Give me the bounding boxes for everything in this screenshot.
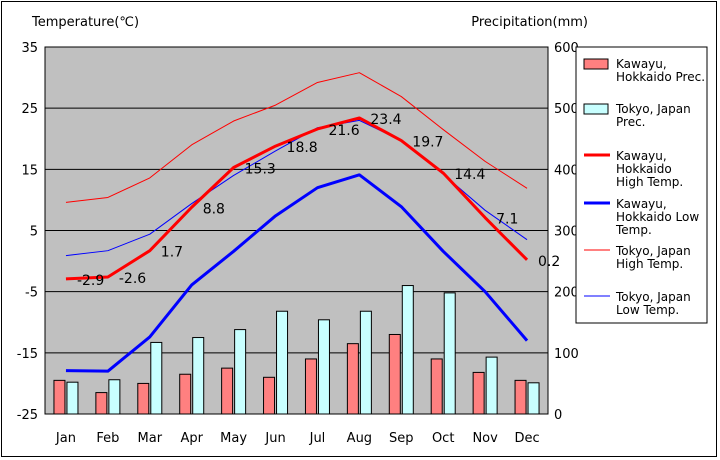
legend-label: Tokyo, Japan — [615, 290, 691, 304]
precip-bar — [527, 382, 540, 415]
x-tick-label: Jun — [264, 431, 285, 446]
legend-label: Hokkaido — [616, 162, 672, 176]
legend-label: Tokyo, Japan — [615, 244, 691, 258]
left-tick-label: 5 — [30, 225, 38, 240]
x-tick-label: Nov — [472, 431, 498, 446]
precip-bar — [485, 356, 498, 415]
legend-label: High Temp. — [616, 175, 683, 189]
legend-label: Hokkaido Low — [616, 210, 699, 224]
legend-swatch — [583, 58, 609, 70]
x-tick-label: Dec — [514, 431, 539, 446]
x-tick-label: Feb — [96, 431, 119, 446]
precip-bar — [66, 381, 79, 415]
legend-label: Prec. — [616, 115, 646, 129]
data-label: 18.8 — [287, 140, 318, 156]
right-tick-label: 0 — [554, 408, 562, 423]
precip-bar — [137, 382, 150, 415]
precip-bar — [514, 379, 527, 415]
precip-bar — [95, 392, 108, 415]
precip-bar — [443, 292, 456, 415]
data-label: -2.9 — [77, 273, 104, 289]
precip-bar — [221, 367, 234, 415]
legend-label: Temp. — [615, 223, 652, 237]
data-label: 8.8 — [203, 201, 225, 217]
precip-bar — [53, 379, 66, 415]
left-tick-label: -15 — [17, 347, 38, 362]
x-tick-label: Jul — [309, 431, 326, 446]
x-tick-label: Aug — [347, 431, 372, 446]
left-tick-label: 25 — [21, 102, 38, 117]
right-tick-label: 400 — [554, 163, 579, 178]
precip-bar — [401, 285, 414, 415]
precip-bar — [263, 376, 276, 415]
left-tick-label: 15 — [21, 163, 38, 178]
x-tick-label: Oct — [432, 431, 454, 446]
left-axis-title: Temperature(℃) — [31, 15, 139, 30]
x-tick-label: May — [220, 431, 247, 446]
temp-line — [65, 116, 529, 281]
left-tick-label: 35 — [21, 41, 38, 56]
right-tick-label: 300 — [554, 225, 579, 240]
legend-box — [575, 46, 708, 324]
data-label: 14.4 — [454, 167, 485, 183]
precip-bar — [150, 341, 163, 415]
precip-bar — [234, 329, 247, 415]
x-tick-label: Apr — [180, 431, 203, 446]
data-label: 21.6 — [328, 123, 359, 139]
legend-label: Hokkaido Prec. — [616, 70, 705, 84]
data-label: 15.3 — [245, 161, 276, 177]
precip-bar — [346, 343, 359, 415]
data-label: 1.7 — [161, 245, 183, 261]
left-tick-label: -5 — [25, 286, 38, 301]
left-tick-label: -25 — [17, 408, 38, 423]
legend-label: Tokyo, Japan — [615, 102, 691, 116]
precip-bar — [108, 379, 121, 415]
precip-bar — [192, 337, 205, 415]
x-tick-label: Mar — [138, 431, 163, 446]
legend-label: Kawayu, — [616, 149, 667, 163]
right-tick-label: 500 — [554, 102, 579, 117]
precip-bar — [276, 310, 289, 415]
precip-bar — [472, 371, 485, 415]
precip-bar — [179, 373, 192, 415]
x-tick-label: Sep — [389, 431, 414, 446]
precip-bar — [359, 310, 372, 415]
right-tick-label: 600 — [554, 41, 579, 56]
temp-line — [65, 72, 528, 203]
x-tick-label: Jan — [55, 431, 76, 446]
legend-label: Kawayu, — [616, 197, 667, 211]
data-label: 0.2 — [538, 254, 560, 270]
precip-bar — [304, 358, 317, 415]
legend-label: High Temp. — [616, 257, 683, 271]
data-label: 23.4 — [370, 112, 401, 128]
legend-swatch — [583, 103, 609, 115]
data-label: 7.1 — [496, 212, 518, 228]
right-axis-title: Precipitation(mm) — [471, 15, 588, 30]
precip-bar — [430, 358, 443, 415]
data-label: -2.6 — [119, 271, 146, 287]
right-tick-label: 200 — [554, 286, 579, 301]
legend-label: Low Temp. — [616, 303, 679, 317]
legend-label: Kawayu, — [616, 57, 667, 71]
data-label: 19.7 — [412, 135, 443, 151]
right-tick-label: 100 — [554, 347, 579, 362]
temp-line — [65, 173, 529, 373]
precip-bar — [317, 319, 330, 415]
precip-bar — [388, 333, 401, 415]
